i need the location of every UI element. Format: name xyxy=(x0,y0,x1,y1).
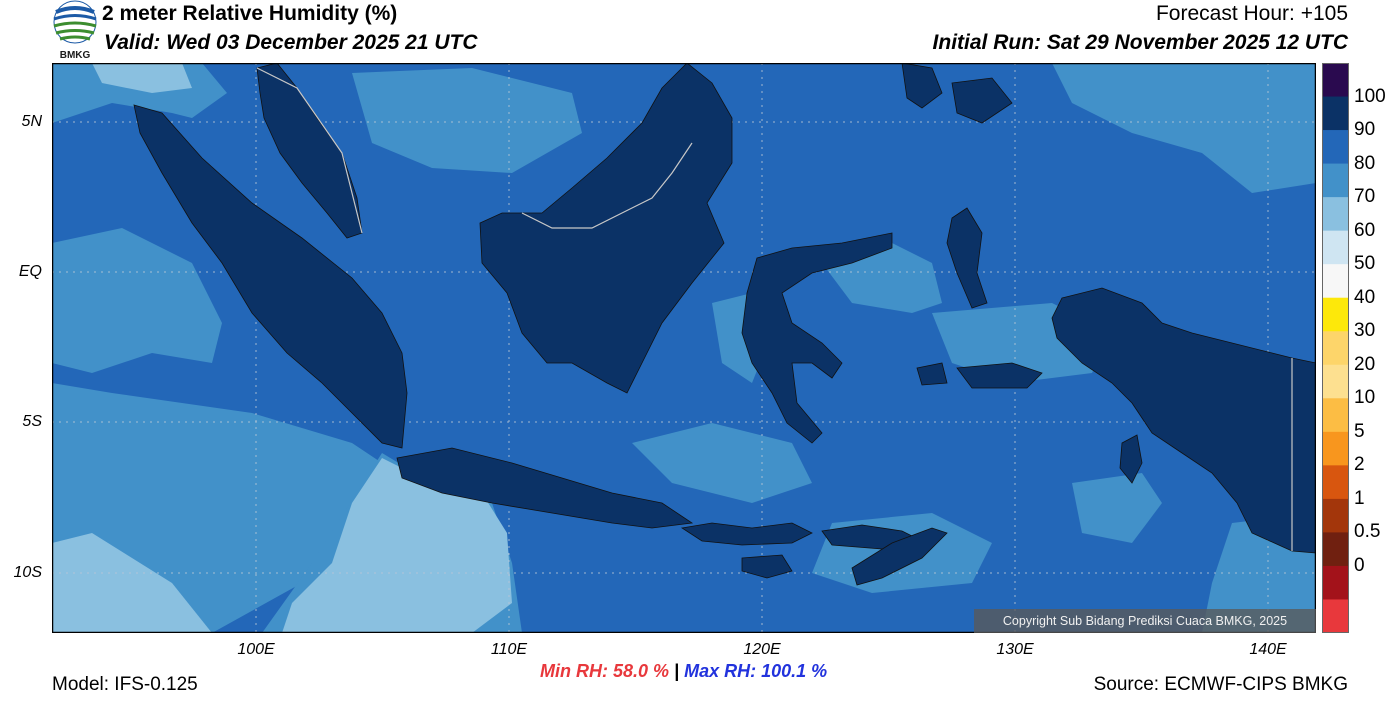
lat-label-5s: 5S xyxy=(22,413,42,430)
colorbar-swatch xyxy=(1322,63,1349,98)
lon-label-110e: 110E xyxy=(490,641,528,658)
colorbar-label: 90 xyxy=(1354,119,1376,141)
lat-label-5n: 5N xyxy=(21,113,42,130)
seram xyxy=(956,362,1043,389)
sulawesi xyxy=(741,232,893,444)
colorbar-label: 30 xyxy=(1354,320,1376,342)
colorbar-swatch xyxy=(1322,364,1349,399)
timor xyxy=(851,527,948,586)
initial-run: Initial Run: Sat 29 November 2025 12 UTC xyxy=(932,31,1348,54)
mindanao xyxy=(901,62,943,109)
sumatra xyxy=(133,104,408,449)
halmahera xyxy=(946,207,988,309)
lon-label-100e: 100E xyxy=(237,641,275,658)
colorbar-label: 0.5 xyxy=(1354,521,1381,543)
colorbar-swatch xyxy=(1322,230,1349,265)
colorbar-label: 50 xyxy=(1354,253,1376,275)
map-title: 2 meter Relative Humidity (%) xyxy=(102,2,398,25)
colorbar-label: 40 xyxy=(1354,286,1376,308)
logo-text: BMKG xyxy=(60,50,91,60)
colorbar-swatch xyxy=(1322,431,1349,466)
stats-separator: | xyxy=(674,661,680,681)
model-label: Model: IFS-0.125 xyxy=(52,674,198,695)
aru-islands xyxy=(1119,434,1143,484)
colorbar-swatch xyxy=(1322,599,1349,634)
source-label: Source: ECMWF-CIPS BMKG xyxy=(1093,674,1348,695)
lon-label-140e: 140E xyxy=(1249,641,1287,658)
colorbar-label: 10 xyxy=(1354,387,1376,409)
colorbar-label: 0 xyxy=(1354,554,1365,576)
max-rh: Max RH: 100.1 % xyxy=(684,661,828,681)
colorbar-label: 70 xyxy=(1354,186,1376,208)
colorbar-label: 100 xyxy=(1354,85,1386,107)
country-borders xyxy=(256,67,1293,551)
colorbar-label: 5 xyxy=(1354,420,1365,442)
bmkg-logo: BMKG xyxy=(50,0,100,61)
java xyxy=(396,447,694,529)
colorbar-swatch xyxy=(1322,297,1349,332)
lat-label-10s: 10S xyxy=(13,564,42,581)
buru xyxy=(916,362,948,386)
rh-60-70-zones xyxy=(52,63,512,633)
colorbar-label: 20 xyxy=(1354,353,1376,375)
nusa-tenggara-west xyxy=(680,522,813,546)
colorbar xyxy=(1322,63,1349,634)
lat-label-eq: EQ xyxy=(18,263,42,280)
sumba xyxy=(741,554,793,579)
valid-time: Valid: Wed 03 December 2025 21 UTC xyxy=(104,31,478,54)
lon-label-130e: 130E xyxy=(996,641,1034,658)
colorbar-swatch xyxy=(1322,96,1349,131)
colorbar-swatch xyxy=(1322,565,1349,600)
colorbar-label: 60 xyxy=(1354,219,1376,241)
copyright-notice: Copyright Sub Bidang Prediksi Cuaca BMKG… xyxy=(974,609,1316,633)
forecast-hour: Forecast Hour: +105 xyxy=(1155,2,1348,25)
colorbar-swatch xyxy=(1322,163,1349,198)
colorbar-swatch xyxy=(1322,532,1349,567)
colorbar-swatch xyxy=(1322,197,1349,232)
colorbar-swatch xyxy=(1322,398,1349,433)
lon-label-120e: 120E xyxy=(743,641,781,658)
colorbar-label: 1 xyxy=(1354,487,1365,509)
humidity-map xyxy=(51,62,1317,634)
colorbar-swatch xyxy=(1322,331,1349,366)
landmass xyxy=(133,62,1317,586)
colorbar-swatch xyxy=(1322,498,1349,533)
rh-stats: Min RH: 58.0 % | Max RH: 100.1 % xyxy=(540,661,827,682)
colorbar-swatch xyxy=(1322,130,1349,165)
philippines-south xyxy=(951,77,1013,124)
min-rh: Min RH: 58.0 % xyxy=(540,661,670,681)
papua xyxy=(1051,287,1317,554)
colorbar-swatch xyxy=(1322,264,1349,299)
colorbar-label: 2 xyxy=(1354,454,1365,476)
colorbar-label: 80 xyxy=(1354,152,1376,174)
colorbar-swatch xyxy=(1322,465,1349,500)
borneo xyxy=(479,62,733,394)
